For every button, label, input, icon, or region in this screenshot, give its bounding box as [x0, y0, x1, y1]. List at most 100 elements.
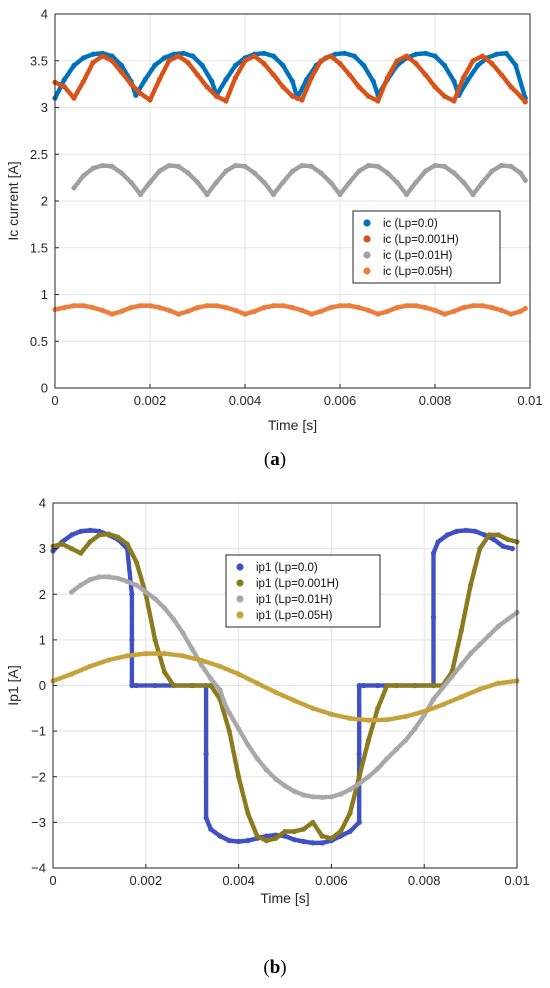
legend-entry: ip1 (Lp=0.05H) [256, 610, 333, 622]
data-point [327, 179, 334, 185]
data-point [71, 303, 77, 309]
data-point [299, 162, 305, 169]
data-point [99, 162, 106, 169]
data-point [513, 62, 519, 68]
data-point [441, 62, 448, 68]
data-point [460, 305, 467, 311]
data-point [190, 53, 196, 59]
data-point [161, 669, 167, 675]
data-point [508, 84, 514, 90]
data-point [199, 62, 205, 68]
data-point [166, 162, 172, 169]
x-tick-label: 0.002 [134, 393, 167, 408]
data-point [508, 163, 514, 169]
data-point [310, 705, 316, 711]
data-point [270, 303, 277, 309]
data-point [251, 170, 258, 176]
data-point [479, 53, 486, 59]
data-point [509, 546, 515, 552]
data-point [299, 307, 305, 313]
data-point [106, 531, 112, 537]
data-point [213, 179, 220, 185]
data-point [189, 682, 195, 689]
data-point [99, 307, 106, 313]
data-point [365, 717, 372, 723]
data-point [451, 170, 457, 176]
data-point [128, 305, 134, 311]
y-tick-label: 2.5 [30, 147, 48, 162]
data-point [328, 711, 334, 717]
data-point [109, 58, 115, 64]
data-point [319, 833, 325, 839]
legend: ic (Lp=0.0) ic (Lp=0.001H) ic (Lp=0.01H) ic… [352, 210, 501, 284]
data-point [124, 653, 130, 659]
data-point [375, 705, 381, 711]
data-point [156, 305, 163, 311]
data-point [365, 737, 372, 743]
y-tick-label: 4 [41, 7, 48, 22]
y-tick-label: 2 [39, 587, 46, 602]
data-point [242, 311, 248, 317]
data-point [470, 58, 476, 64]
data-point [327, 53, 334, 59]
data-point [232, 307, 239, 313]
data-point [356, 682, 362, 689]
chart-a: 0 0.002 0.004 0.006 0.008 0.01 0 0.5 1 1.5 2 2.5 3 3.… [5, 7, 543, 434]
data-point [494, 51, 500, 57]
data-point [280, 84, 286, 90]
legend-marker [363, 219, 371, 227]
legend-entry: ic (Lp=0.001H) [383, 234, 459, 246]
y-tick-label: 1 [39, 632, 46, 647]
data-point [185, 60, 191, 66]
series-1 [50, 527, 515, 846]
data-point [175, 311, 182, 317]
data-point [394, 58, 400, 64]
data-point [503, 50, 509, 56]
data-point [451, 98, 457, 104]
data-point [280, 62, 286, 68]
data-point [124, 541, 130, 547]
data-point [171, 616, 177, 622]
data-point [332, 51, 338, 57]
y-tick-label: 3 [39, 541, 46, 556]
legend-entry: ic (Lp=0.01H) [383, 250, 453, 262]
x-tick-label: 0.01 [517, 393, 542, 408]
data-point [522, 305, 528, 312]
data-point [328, 835, 334, 841]
data-point [156, 76, 163, 82]
data-point [477, 546, 483, 552]
data-point [384, 717, 390, 723]
data-point [96, 574, 102, 580]
data-point [109, 311, 115, 317]
data-point [282, 828, 288, 835]
data-point [175, 163, 182, 169]
data-point [337, 191, 343, 198]
data-point [133, 559, 140, 565]
data-point [137, 191, 144, 198]
data-point [413, 303, 419, 309]
data-point [375, 765, 381, 772]
data-point [458, 694, 464, 700]
data-point [470, 303, 476, 309]
series-1 [52, 50, 528, 101]
data-point [245, 742, 251, 748]
legend-marker [363, 235, 371, 243]
legend-entry: ip1 (Lp=0.0) [256, 562, 318, 574]
data-point [495, 680, 501, 686]
data-point [365, 307, 372, 313]
data-point [273, 689, 279, 695]
data-point [203, 751, 209, 757]
data-point [491, 536, 497, 543]
data-point [226, 728, 232, 734]
data-point [346, 303, 353, 309]
data-point [261, 305, 267, 311]
x-tick-label: 0.01 [504, 873, 529, 888]
data-point [308, 163, 315, 169]
data-point [61, 84, 68, 90]
data-point [522, 177, 528, 183]
data-point [291, 698, 297, 704]
data-point [280, 303, 286, 309]
data-point [226, 710, 232, 716]
data-point [347, 810, 353, 816]
data-point [394, 305, 400, 311]
